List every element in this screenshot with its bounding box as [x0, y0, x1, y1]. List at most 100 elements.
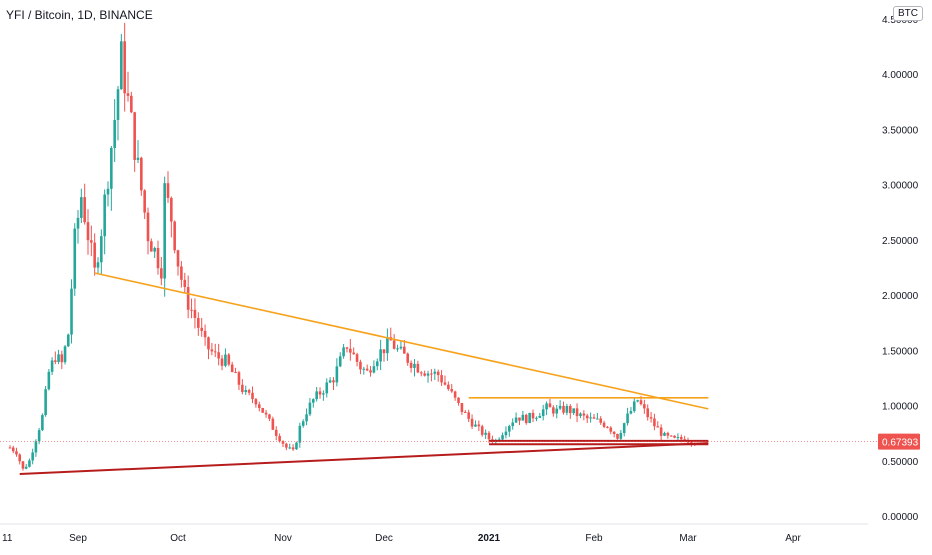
candle — [80, 188, 83, 223]
y-tick-label: 1.50000 — [882, 346, 919, 357]
candle — [447, 381, 450, 391]
candle — [582, 410, 586, 421]
x-axis[interactable]: 11 Sep Oct Nov Dec 2021 Feb Mar Apr — [0, 523, 868, 544]
candle — [382, 349, 386, 362]
candle — [649, 411, 653, 423]
last-price-label: 0.67393 — [878, 433, 920, 450]
ascending-support-line[interactable] — [19, 442, 709, 476]
candle — [110, 145, 113, 211]
candle — [106, 181, 110, 207]
candle — [291, 444, 295, 451]
candle — [409, 360, 413, 373]
candle — [386, 328, 389, 361]
candle — [130, 91, 133, 114]
candle — [285, 442, 288, 451]
candle — [477, 420, 481, 432]
candle — [315, 387, 318, 402]
candle — [450, 383, 454, 393]
candle — [480, 424, 484, 437]
candle — [619, 429, 623, 441]
candle — [237, 370, 241, 391]
candle — [288, 443, 292, 450]
candle — [213, 343, 217, 358]
candle — [558, 400, 562, 411]
candle — [133, 111, 136, 172]
candle — [261, 407, 264, 414]
candle — [146, 207, 150, 255]
candle — [666, 431, 670, 439]
x-tick-label: 11 — [2, 533, 13, 544]
candle — [548, 398, 552, 408]
y-tick-label: 0.00000 — [882, 512, 919, 523]
candle — [632, 397, 636, 413]
candle — [585, 413, 589, 423]
y-tick-label: 0.50000 — [882, 457, 919, 468]
currency-badge[interactable]: BTC — [893, 6, 923, 21]
candle — [399, 340, 403, 350]
candle — [365, 364, 369, 372]
candle — [73, 223, 77, 296]
x-tick-label: Apr — [785, 533, 801, 544]
candle — [565, 403, 569, 416]
candle — [57, 349, 60, 365]
y-tick-label: 2.50000 — [882, 236, 919, 247]
candle — [278, 433, 281, 443]
y-tick-label: 3.50000 — [882, 125, 919, 136]
candle — [8, 445, 12, 449]
y-axis[interactable]: 0.00000 0.50000 1.00000 1.50000 2.00000 2.500… — [878, 15, 920, 523]
candle — [355, 352, 359, 367]
descending-resistance-line[interactable] — [94, 272, 709, 410]
candle — [419, 371, 423, 377]
candle — [396, 344, 399, 352]
candle — [305, 408, 308, 426]
candle — [453, 390, 457, 401]
candle — [470, 414, 474, 429]
candle — [602, 420, 606, 429]
candle — [484, 429, 487, 440]
candle — [413, 359, 416, 377]
candle — [426, 370, 430, 383]
candle — [234, 367, 237, 374]
candle — [575, 403, 579, 423]
candle — [140, 156, 143, 196]
candle — [626, 407, 629, 426]
candle — [264, 409, 268, 418]
candle — [230, 361, 234, 373]
candle — [332, 377, 335, 391]
candle — [673, 435, 676, 439]
candle — [460, 402, 464, 415]
candle — [545, 401, 548, 416]
candle — [274, 426, 278, 441]
candle — [11, 445, 15, 454]
candle — [70, 279, 73, 344]
candle — [257, 401, 261, 412]
candle — [251, 386, 254, 404]
candle — [41, 413, 44, 432]
candle — [430, 369, 433, 382]
candle — [308, 397, 312, 417]
candle — [295, 441, 298, 450]
candle — [440, 370, 443, 386]
x-tick-label: Sep — [69, 533, 87, 544]
candle — [93, 233, 96, 276]
candle — [15, 447, 18, 457]
candle — [44, 385, 47, 417]
candle — [589, 412, 592, 423]
candle — [116, 86, 120, 141]
candle — [552, 405, 555, 417]
candle — [322, 390, 325, 401]
svg-text:0.67393: 0.67393 — [882, 438, 919, 449]
candle — [150, 238, 153, 252]
candle — [562, 401, 565, 415]
candle — [50, 357, 54, 376]
candle — [663, 431, 666, 437]
candle — [609, 426, 613, 435]
candle — [518, 417, 521, 426]
candle — [524, 413, 528, 425]
candle — [244, 385, 248, 395]
candle — [369, 365, 372, 377]
candle — [352, 347, 355, 355]
candles-group — [8, 22, 697, 471]
